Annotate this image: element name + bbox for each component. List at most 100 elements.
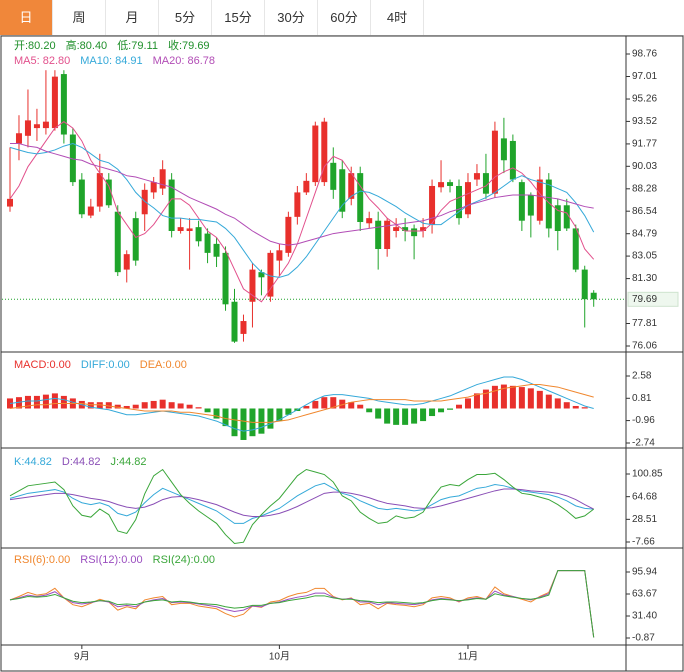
indicator-line [9,570,595,638]
candle-body [168,179,175,232]
macd-bar [114,404,121,409]
candle-body [294,192,301,217]
macd-bar [285,408,292,415]
candle-body [204,233,211,253]
macd-bar [303,405,310,409]
indicator-line [9,570,595,638]
candle-body [78,179,85,215]
candle-body [348,173,355,199]
macd-bar [348,402,355,409]
legend-entry: 低:79.11 [117,39,158,52]
candle-body [518,182,525,221]
legend-entry: 收:79.69 [168,38,210,52]
indicator-line [9,143,595,278]
macd-bar [447,408,454,410]
macd-bar [141,402,148,409]
candle-body [96,173,103,207]
period-tab[interactable]: 周 [53,0,106,35]
period-tab[interactable]: 4时 [371,0,424,35]
candle-body [231,301,238,342]
candle-body [105,179,112,206]
candle-body [222,252,229,305]
frame [0,35,684,672]
macd-bar [339,399,346,409]
macd-bar [581,407,588,409]
y-tick-label: 84.79 [632,228,657,239]
macd-bar [15,397,22,409]
legend-entry: MA20: 86.78 [153,55,215,67]
candle-body [24,120,31,136]
candle-body [159,169,166,189]
macd-bar [473,393,480,409]
macd-bar [60,395,67,409]
macd-bar [420,408,427,422]
candle-body [42,121,49,129]
macd-bar [123,405,130,409]
macd-bar [357,404,364,409]
candle-body [114,211,121,273]
y-tick-label: 97.01 [632,71,657,82]
macd-bar [168,402,175,409]
macd-bar [312,400,319,409]
candle-body [527,194,534,216]
y-tick-label: 0.81 [632,393,652,404]
y-tick-label: 90.03 [632,161,657,172]
candle-body [330,162,337,190]
macd-bar [258,408,265,434]
y-tick-label: 77.81 [632,318,657,329]
candle-body [60,74,67,135]
macd-bar [527,388,534,409]
y-tick-label: 100.85 [632,469,663,480]
candle-body [464,182,471,215]
macd-bar [366,408,373,413]
candle-body [473,173,480,180]
candle-body [87,206,94,216]
legend-entry: 高:80.40 [66,38,108,52]
macd-bar [267,408,274,429]
period-tab[interactable]: 月 [106,0,159,35]
macd-bar [186,404,193,409]
macd-bar [96,402,103,409]
period-tab[interactable]: 5分 [159,0,212,35]
x-tick-label: 11月 [458,651,478,663]
macd-bar [159,399,166,409]
period-tab[interactable]: 日 [0,0,53,35]
candle-body [258,272,265,278]
macd-bar [384,408,391,424]
macd-bar [411,408,418,424]
y-tick-label: 63.67 [632,589,657,600]
candle-body [375,220,382,250]
y-tick-label: 95.26 [632,94,657,105]
candle-body [15,133,22,144]
macd-bar [132,404,139,409]
candle-body [7,198,13,207]
macd-bar [456,404,462,409]
macd-bar [321,397,328,409]
y-tick-label: 83.05 [632,251,657,262]
y-tick-label: 81.30 [632,273,657,284]
candle-body [509,140,516,180]
legend-entry: DIFF:0.00 [81,359,130,371]
macd-bar [563,402,570,409]
y-tick-label: -7.66 [632,537,655,548]
macd-bar [7,398,13,409]
candle-body [285,216,292,253]
period-tab[interactable]: 15分 [212,0,265,35]
macd-bar [375,408,382,419]
candle-body [429,185,436,225]
y-tick-label: 28.51 [632,514,657,525]
y-tick-label: 88.28 [632,183,657,194]
y-tick-label: 86.54 [632,206,657,217]
candle-body [536,179,543,221]
legend-entry: MA5: 82.80 [14,55,70,67]
period-tab[interactable]: 60分 [318,0,371,35]
legend-entry: RSI(6):0.00 [14,554,70,566]
current-price-label: 79.69 [632,294,657,305]
macd-bar [204,408,211,413]
candle-body [411,228,418,237]
macd-bar [509,385,516,409]
macd-bar [150,400,157,409]
macd-bar [518,387,525,409]
period-tab[interactable]: 30分 [265,0,318,35]
